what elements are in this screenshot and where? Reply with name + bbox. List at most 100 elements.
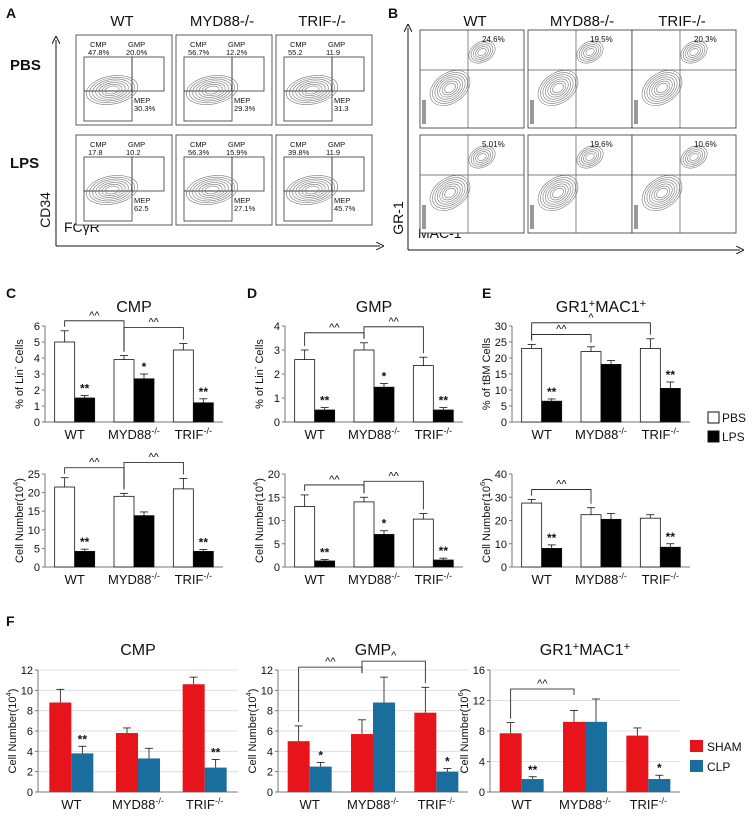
bar-pbs [113, 495, 135, 568]
y-axis-label: Cell Number(104​) [244, 689, 259, 774]
contour-line [98, 82, 126, 98]
contour-line [537, 70, 579, 106]
contour-line [301, 84, 323, 96]
contour-line [583, 46, 597, 58]
flow-b-plot: 5.01% [419, 134, 525, 234]
contour-line [92, 78, 132, 102]
bar-pbs [353, 349, 375, 423]
bar-clp [71, 753, 94, 792]
gmp-gate [331, 56, 365, 92]
gmp-label: GMP [128, 40, 145, 49]
axis-pileup [422, 205, 426, 229]
comparison-bracket [298, 666, 363, 722]
y-axis-label: % of Lin-​ Cells [11, 339, 26, 409]
x-tick-label: WT [532, 572, 552, 587]
y-tick-label: 0 [34, 417, 40, 429]
flow-a-y-label: CD34 [37, 192, 53, 228]
cmp-value: 39.8% [288, 148, 310, 157]
mep-value: 45.7% [334, 204, 356, 213]
contour-line [95, 180, 129, 200]
y-axis-label: Cell Number(106​) [456, 689, 471, 774]
significance-mark: * [657, 761, 662, 775]
significance-mark: ** [199, 536, 209, 550]
significance-mark: ** [211, 745, 221, 759]
cmp-value: 56.3% [188, 148, 210, 157]
legend-lps-swatch [707, 430, 720, 443]
y-tick-label: 4 [27, 746, 33, 758]
contour-line [470, 42, 494, 62]
y-tick-label: 30 [495, 321, 507, 333]
bar-pbs [294, 359, 316, 423]
comparison-bracket [531, 322, 651, 341]
contour-line [432, 177, 468, 209]
y-tick-label: 10 [261, 685, 273, 697]
cmp-value: 47.8% [88, 48, 110, 57]
x-tick-label: WT [300, 797, 320, 812]
contour-line [101, 84, 123, 96]
y-tick-label: 25 [28, 469, 40, 481]
significance-mark: * [318, 749, 323, 763]
y-tick-label: 40 [495, 469, 507, 481]
contour-line [641, 70, 683, 106]
flow-a-row-pbs: PBS [10, 57, 41, 74]
contour-line [656, 82, 668, 94]
bar-sham [499, 733, 522, 792]
significance-mark: ** [528, 763, 538, 777]
y-tick-label: 4 [274, 321, 280, 333]
significance-mark: ** [439, 544, 449, 558]
flow-b-header-myd88: MYD88-/- [550, 13, 614, 30]
bracket-label: ^^ [149, 451, 160, 463]
gmp-gate [331, 156, 365, 192]
contour-line [192, 78, 232, 102]
y-tick-label: 0 [34, 562, 40, 574]
bar-lps [659, 387, 681, 423]
contour-line [649, 76, 675, 100]
y-tick-label: 2 [274, 369, 280, 381]
contour-line [545, 181, 571, 205]
contour-line [540, 72, 576, 104]
bracket-label: ^^ [329, 322, 340, 334]
y-tick-label: 4 [267, 746, 273, 758]
y-tick-label: 0 [501, 562, 507, 574]
x-tick-label: TRIF-/-​ [418, 796, 455, 812]
contour-line [289, 76, 335, 104]
comparison-bracket [361, 660, 426, 684]
contour-line [289, 176, 335, 204]
legend-sham-clp: SHAM CLP [690, 740, 742, 774]
significance-mark: * [445, 755, 450, 769]
contour-line [583, 151, 597, 163]
mep-value: 31.3 [334, 104, 349, 113]
legend-sham-label: SHAM [707, 740, 742, 754]
comparison-bracket [531, 489, 592, 504]
significance-mark: ** [547, 531, 557, 545]
y-tick-label: 20 [28, 488, 40, 500]
x-tick-label: WT [305, 572, 325, 587]
contour-line [685, 149, 703, 165]
contour-line [552, 187, 564, 199]
x-tick-label: MYD88-/-​ [112, 796, 164, 812]
flow-b-plot: 20.3% [631, 29, 737, 129]
mep-value: 29.3% [234, 104, 256, 113]
contour-line [195, 80, 229, 100]
bar-clp [648, 779, 671, 792]
contour-line [85, 175, 139, 205]
chart-title: GR1+​MAC1+​ [556, 298, 646, 316]
mep-value: 30.3% [134, 104, 156, 113]
bracket-label: ^^ [537, 678, 548, 690]
chart-title: CMP [120, 642, 156, 659]
comparison-bracket [304, 484, 365, 494]
bar-lps [432, 409, 454, 423]
y-tick-label: 8 [479, 726, 485, 738]
y-tick-label: 25 [495, 337, 507, 349]
flow-b-plot: 19.6% [527, 134, 633, 234]
flow-a-header-wt: WT [110, 13, 133, 30]
flow-b-plot: 10.6% [631, 134, 737, 234]
bar-pbs [294, 506, 316, 568]
gr1-mac1-value: 20.3% [694, 35, 717, 44]
contour-line [576, 40, 604, 64]
contour-line [644, 177, 680, 209]
